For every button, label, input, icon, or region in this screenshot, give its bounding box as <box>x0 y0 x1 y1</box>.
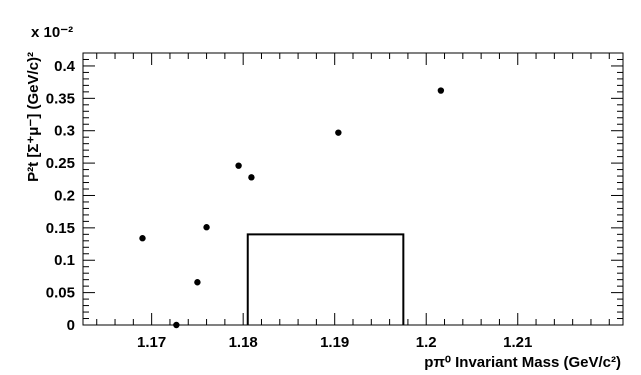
data-point <box>203 224 210 231</box>
plot-area: 0 0.05 0.1 0.15 0.2 0.25 0.3 0.35 0.4 1.17 1.18 1.1… <box>46 52 624 351</box>
data-point <box>248 174 255 181</box>
data-point <box>235 162 242 169</box>
x-tick-label: 1.17 <box>137 334 166 351</box>
data-point <box>437 87 445 94</box>
plot-frame <box>82 52 624 326</box>
y-tick-label: 0.35 <box>46 90 75 107</box>
y-axis-title: P²t [Σ⁺μ⁻] (GeV/c)² <box>25 52 42 182</box>
data-point <box>335 129 342 136</box>
y-tick-label: 0.15 <box>46 220 75 237</box>
x-axis-title: pπ⁰ Invariant Mass (GeV/c²) <box>424 354 621 371</box>
x-tick-label: 1.19 <box>320 334 349 351</box>
y-tick-label: 0.1 <box>54 252 75 269</box>
y-tick-label: 0.2 <box>54 187 75 204</box>
x-tick-label: 1.18 <box>229 334 258 351</box>
y-axis-multiplier: x 10⁻² <box>31 24 73 41</box>
y-tick-label: 0 <box>67 317 75 334</box>
y-tick-label: 0.05 <box>46 285 75 302</box>
y-tick-label: 0.3 <box>54 123 75 140</box>
data-point <box>139 235 146 242</box>
data-point <box>194 279 201 286</box>
x-tick-label: 1.2 <box>416 334 437 351</box>
signal-region-box <box>246 233 405 325</box>
y-tick-label: 0.25 <box>46 155 75 172</box>
y-tick-label: 0.4 <box>54 58 76 75</box>
data-point <box>173 321 180 329</box>
x-tick-label: 1.21 <box>503 334 532 351</box>
